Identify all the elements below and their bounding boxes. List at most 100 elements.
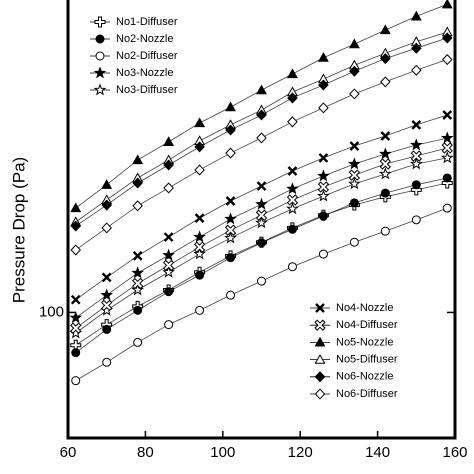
legend-bg	[306, 334, 416, 351]
data-point	[195, 270, 205, 280]
legend-label: No3-Diffuser	[116, 84, 178, 96]
legend-symbol	[315, 303, 325, 313]
legend-symbol	[314, 353, 326, 364]
data-point	[164, 287, 174, 297]
data-point	[162, 259, 175, 272]
legend-label: No4-Diffuser	[336, 319, 398, 331]
data-point	[69, 311, 83, 324]
data-point	[255, 197, 268, 210]
data-point	[286, 182, 299, 195]
data-point	[442, 203, 452, 213]
legend-symbol	[314, 371, 326, 383]
data-point	[440, 131, 454, 144]
data-point	[287, 116, 298, 128]
data-point	[132, 200, 143, 212]
data-point	[287, 166, 298, 176]
x-tick-label: 120	[288, 444, 313, 461]
data-point	[348, 177, 361, 190]
data-point	[380, 131, 391, 141]
legend-bg	[86, 14, 178, 30]
data-point	[256, 132, 267, 144]
data-point	[71, 348, 81, 358]
data-point	[70, 322, 82, 334]
data-point	[226, 290, 236, 300]
data-point	[70, 244, 82, 256]
legend-symbol	[94, 16, 106, 28]
legend-label: No6-Nozzle	[336, 371, 393, 383]
legend-bg	[86, 82, 178, 98]
data-point	[101, 299, 113, 312]
legend-symbol	[95, 51, 105, 61]
legend-bg	[306, 351, 416, 368]
data-point	[411, 64, 422, 76]
data-point	[101, 272, 112, 283]
data-point	[162, 248, 175, 261]
data-point	[409, 138, 423, 151]
data-point	[317, 169, 330, 182]
data-point	[318, 249, 328, 259]
data-point	[163, 182, 174, 194]
data-point	[70, 202, 82, 213]
data-point	[194, 213, 205, 223]
data-point	[256, 181, 267, 191]
y-tick-label: 100	[39, 303, 64, 320]
data-point	[348, 169, 361, 181]
data-point	[440, 151, 454, 164]
data-point	[318, 79, 329, 91]
legend-label: No2-Diffuser	[116, 50, 178, 62]
data-point	[224, 224, 237, 236]
data-point	[256, 109, 267, 121]
data-point	[411, 180, 421, 190]
data-point	[441, 0, 453, 9]
x-tick-label: 80	[137, 444, 154, 461]
data-point	[225, 101, 236, 112]
axis-frame	[66, 0, 457, 440]
data-point	[318, 211, 328, 221]
data-point	[193, 241, 206, 253]
data-point	[442, 173, 452, 183]
legend-symbol	[93, 83, 107, 96]
data-point	[193, 230, 206, 243]
data-point	[194, 164, 205, 176]
data-point	[133, 305, 143, 315]
legend-bg	[86, 48, 178, 64]
data-point	[255, 209, 268, 221]
data-point	[349, 65, 360, 77]
x-tick-label: 160	[442, 444, 467, 461]
data-point	[348, 38, 360, 49]
data-point	[70, 294, 81, 305]
data-point	[226, 253, 236, 263]
data-point	[195, 305, 205, 315]
data-point	[349, 237, 359, 247]
data-point	[380, 226, 390, 236]
data-point	[71, 376, 81, 386]
legend-bg	[306, 317, 416, 334]
legend-bg	[306, 368, 416, 385]
data-point	[255, 216, 268, 229]
legend-bg	[306, 300, 416, 316]
data-point	[349, 88, 360, 100]
data-point	[101, 179, 113, 189]
data-point	[224, 231, 237, 244]
data-point	[133, 337, 143, 347]
data-point	[132, 154, 144, 165]
legend-label: No6-Diffuser	[336, 388, 398, 400]
data-point	[101, 199, 112, 211]
data-point	[286, 194, 299, 206]
data-point	[441, 142, 453, 154]
data-point	[225, 147, 236, 159]
data-point	[317, 181, 330, 193]
data-point	[194, 141, 205, 153]
data-point	[100, 288, 114, 301]
data-point	[164, 320, 174, 330]
data-point	[162, 265, 175, 278]
data-point	[131, 283, 144, 296]
data-point	[193, 247, 206, 260]
data-point	[257, 238, 266, 248]
data-point	[287, 92, 298, 104]
x-tick-label: 60	[60, 444, 77, 461]
data-point	[379, 24, 391, 35]
data-point	[410, 150, 422, 162]
data-point	[411, 42, 422, 54]
